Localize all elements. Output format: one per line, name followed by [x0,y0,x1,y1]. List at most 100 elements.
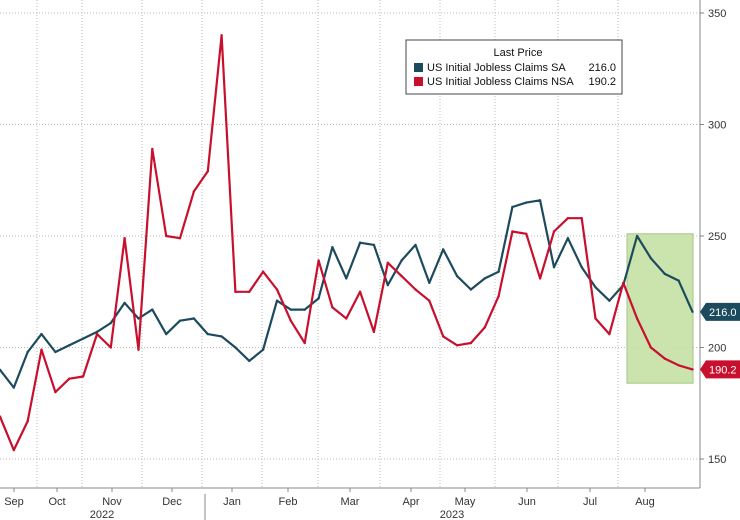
y-tick-label: 250 [708,231,726,243]
data-point [372,330,376,334]
data-point [40,332,43,336]
data-point [317,297,320,300]
data-point [469,288,473,291]
data-point [192,317,196,320]
data-point [234,290,237,293]
data-point [511,205,514,209]
data-point [649,346,653,349]
data-point [635,234,639,238]
data-point [635,317,639,320]
data-point [206,170,209,173]
data-point [622,281,625,284]
data-point [345,317,348,320]
x-tick-label: Jun [518,496,536,508]
x-tick-label: Jan [223,496,241,508]
x-tick-label: Feb [279,496,298,508]
data-point [525,232,528,235]
x-tick-label: Aug [635,496,655,508]
data-point [26,350,29,354]
data-point [538,199,542,202]
data-point [386,261,389,264]
data-point [358,241,362,244]
data-point [109,321,113,325]
data-point [552,266,556,269]
data-point [594,317,597,320]
data-point [442,335,445,338]
data-point [455,344,459,347]
data-point [677,364,680,367]
data-point [552,230,556,233]
year-label: 2023 [440,509,464,520]
x-tick-label: Jul [583,496,597,508]
data-point [95,332,99,336]
highlight-box [626,233,694,384]
data-point [331,306,334,309]
legend-swatch [414,63,423,72]
data-point [123,301,126,305]
legend-entry-name: US Initial Jobless Claims NSA [427,76,574,88]
last-value-label: 216.0 [709,307,737,319]
last-value-tag [700,360,740,379]
data-point [275,299,279,302]
data-point [234,346,237,349]
data-point [608,332,611,336]
data-point [608,299,611,302]
data-point [303,308,306,311]
legend-title: Last Price [494,47,543,59]
data-point [386,283,389,287]
data-point [317,259,320,262]
legend-box [405,39,623,95]
data-point [483,277,486,280]
legend-entry-name: US Initial Jobless Claims SA [427,62,566,74]
data-point [345,277,348,280]
legend-entry-value: 190.2 [588,76,616,88]
data-point [483,326,486,329]
data-point [192,190,196,193]
data-point [400,259,403,262]
data-point [497,270,500,273]
x-tick-label: Dec [162,496,182,508]
data-point [178,319,182,322]
data-point [414,288,417,291]
data-point [566,217,570,220]
data-point [151,308,154,311]
data-point [12,386,15,389]
x-tick-label: Mar [341,496,360,508]
data-point [663,272,666,276]
data-point [566,237,570,240]
data-point [0,415,2,418]
data-point [109,346,113,349]
data-point [289,319,292,322]
data-point [289,308,292,311]
year-label: 2022 [90,509,114,520]
data-point [331,246,334,249]
x-tick-label: May [455,496,476,508]
legend-entry-value: 216.0 [588,62,616,74]
data-point [649,257,653,260]
legend-swatch [414,77,423,86]
data-point [261,270,265,273]
data-point [165,234,168,238]
data-point [275,288,279,291]
data-point [137,317,140,320]
x-tick-label: Apr [402,496,419,508]
data-point [220,34,223,37]
data-point [248,290,251,293]
data-point [469,341,473,345]
data-point [54,350,57,354]
data-point [594,286,597,289]
data-point [206,332,209,336]
data-point [511,230,514,233]
data-point [580,217,583,220]
data-point [81,375,85,378]
data-point [68,377,71,380]
data-point [497,295,500,298]
x-tick-label: Nov [102,496,122,508]
data-point [428,281,431,284]
data-point [54,390,57,394]
data-point [68,344,71,347]
data-point [178,237,182,240]
data-point [261,348,265,351]
